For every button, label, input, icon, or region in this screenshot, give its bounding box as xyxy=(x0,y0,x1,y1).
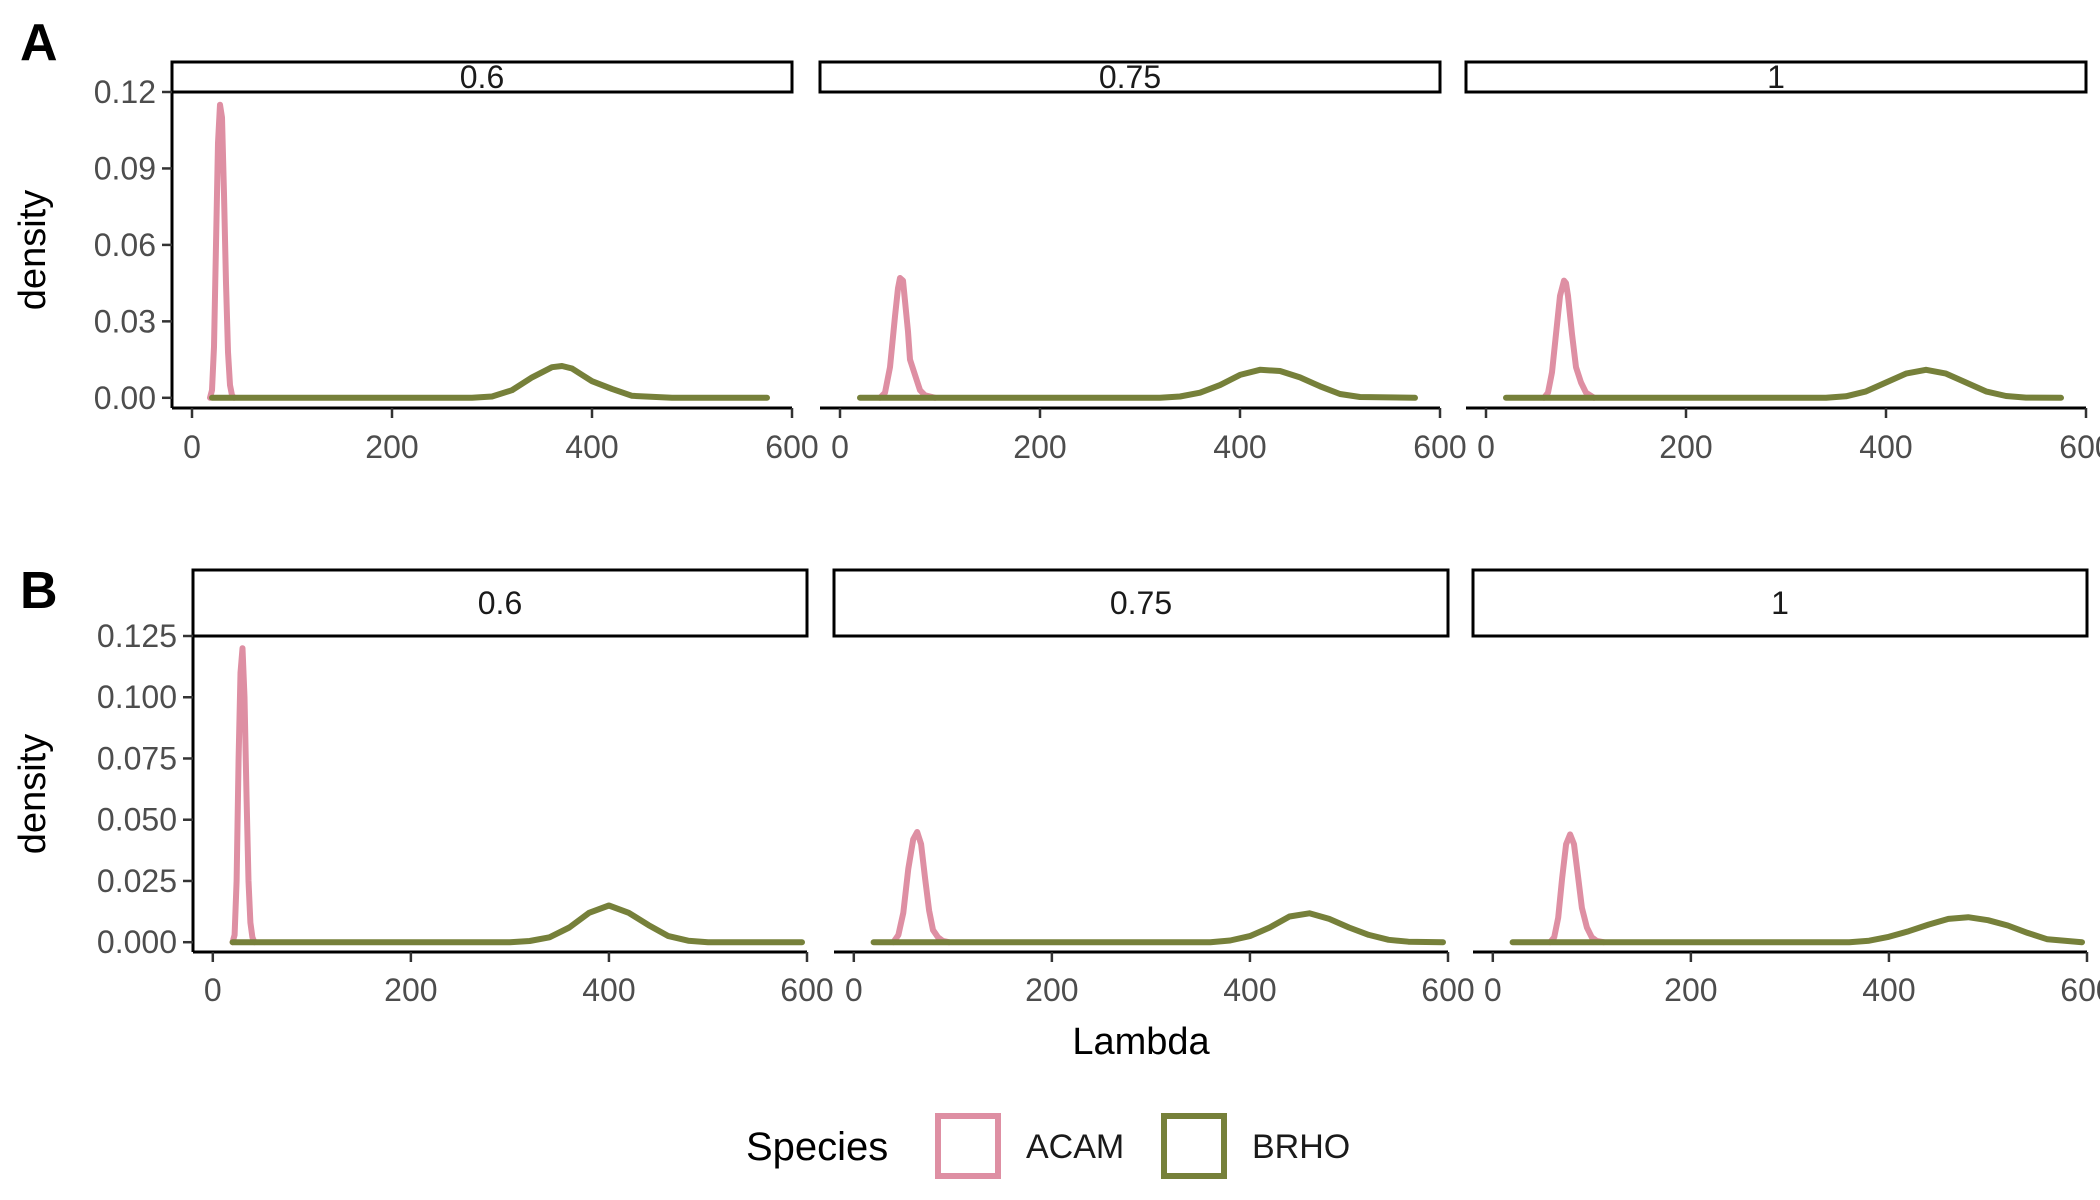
facet-strip-label: 1 xyxy=(1771,585,1789,621)
x-tick-label: 0 xyxy=(831,429,849,465)
x-tick-label: 0 xyxy=(183,429,201,465)
facet-strip-label: 0.6 xyxy=(460,59,504,95)
y-tick-label: 0.125 xyxy=(97,618,177,654)
legend-key-brho xyxy=(1161,1113,1227,1179)
x-tick-label: 200 xyxy=(384,972,437,1008)
y-tick-label: 0.025 xyxy=(97,863,177,899)
y-tick-label: 0.050 xyxy=(97,802,177,838)
density-line-brho xyxy=(870,910,1446,946)
density-line-brho xyxy=(209,363,770,401)
facet-strip-label: 1 xyxy=(1767,59,1785,95)
facet-strip xyxy=(1471,568,2089,638)
x-tick-label: 200 xyxy=(1013,429,1066,465)
y-tick-label: 0.075 xyxy=(97,740,177,776)
legend-title: Species xyxy=(746,1125,888,1169)
y-tick-label: 0.000 xyxy=(97,924,177,960)
x-tick-label: 600 xyxy=(765,429,818,465)
density-line-acam xyxy=(1547,831,1607,946)
x-tick-label: 600 xyxy=(1413,429,1466,465)
y-tick-label: 0.100 xyxy=(97,679,177,715)
density-line-brho xyxy=(1503,366,2064,401)
y-tick-label: 0.03 xyxy=(94,303,156,339)
y-axis-title: density xyxy=(12,734,54,854)
x-tick-label: 0 xyxy=(204,972,222,1008)
density-line-acam xyxy=(890,829,952,946)
facet-strip xyxy=(818,60,1442,94)
density-line-acam xyxy=(877,275,938,401)
x-tick-label: 0 xyxy=(1484,972,1502,1008)
facet-strip-label: 0.6 xyxy=(478,585,522,621)
density-line-acam xyxy=(207,101,237,401)
x-tick-label: 200 xyxy=(1659,429,1712,465)
legend-label-brho: BRHO xyxy=(1252,1128,1350,1166)
facet-strip xyxy=(191,568,809,638)
density-line-acam xyxy=(229,645,258,946)
y-axis-title: density xyxy=(12,190,54,310)
x-tick-label: 600 xyxy=(2060,972,2100,1008)
x-tick-label: 600 xyxy=(2059,429,2100,465)
panel-tag-B: B xyxy=(20,562,58,620)
x-tick-label: 400 xyxy=(565,429,618,465)
y-tick-label: 0.09 xyxy=(94,150,156,186)
x-tick-label: 0 xyxy=(845,972,863,1008)
density-line-brho xyxy=(857,366,1418,401)
density-line-acam xyxy=(1541,277,1597,401)
x-tick-label: 600 xyxy=(1421,972,1474,1008)
y-tick-label: 0.00 xyxy=(94,380,156,416)
x-tick-label: 200 xyxy=(1664,972,1717,1008)
x-axis-title: Lambda xyxy=(1072,1021,1210,1063)
x-tick-label: 400 xyxy=(1223,972,1276,1008)
x-tick-label: 200 xyxy=(365,429,418,465)
legend-key-acam xyxy=(935,1113,1001,1179)
x-tick-label: 400 xyxy=(1213,429,1266,465)
facet-strip-label: 0.75 xyxy=(1110,585,1172,621)
density-line-brho xyxy=(1509,914,2085,946)
facet-strip xyxy=(1464,60,2088,94)
facet-strip xyxy=(832,568,1450,638)
facet-strip-label: 0.75 xyxy=(1099,59,1161,95)
x-tick-label: 0 xyxy=(1477,429,1495,465)
x-tick-label: 400 xyxy=(582,972,635,1008)
y-tick-label: 0.12 xyxy=(94,74,156,110)
y-tick-label: 0.06 xyxy=(94,227,156,263)
density-line-brho xyxy=(229,902,805,946)
x-tick-label: 400 xyxy=(1862,972,1915,1008)
x-tick-label: 200 xyxy=(1025,972,1078,1008)
x-tick-label: 600 xyxy=(780,972,833,1008)
x-tick-label: 400 xyxy=(1859,429,1912,465)
facet-strip xyxy=(170,60,794,94)
legend-label-acam: ACAM xyxy=(1026,1128,1124,1166)
panel-tag-A: A xyxy=(20,14,58,72)
